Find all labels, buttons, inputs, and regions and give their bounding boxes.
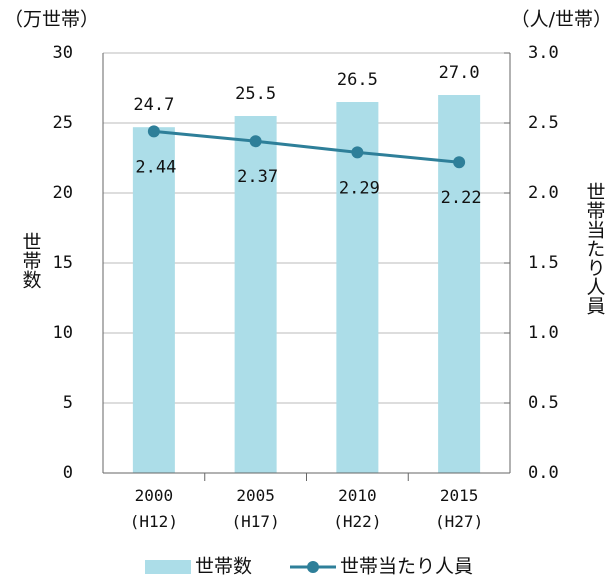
x-tick-label: 2010 (H22) <box>333 486 382 531</box>
y-tick-label: 0 <box>63 463 73 483</box>
y-tick-label: 20 <box>53 183 73 203</box>
bar-value-label: 26.5 <box>337 70 378 90</box>
line-point <box>147 125 160 138</box>
y-axis-unit: （万世帯） <box>4 9 99 31</box>
y2-axis-unit: （人/世帯） <box>511 9 612 31</box>
line-value-label: 2.44 <box>135 157 176 177</box>
y2-axis-label: 世帯当たり人員 <box>584 182 606 315</box>
line-value-label: 2.22 <box>441 188 482 208</box>
legend-marker <box>307 561 319 573</box>
line-point <box>351 146 364 159</box>
y-tick-label: 25 <box>53 113 73 133</box>
y2-tick-label: 1.5 <box>528 253 559 273</box>
line-point <box>453 156 466 169</box>
y-tick-label: 10 <box>53 323 73 343</box>
y2-tick-label: 3.0 <box>528 43 559 63</box>
bar-value-label: 27.0 <box>439 63 480 83</box>
bar-value-label: 24.7 <box>133 95 174 115</box>
x-tick-label: 2005 (H17) <box>231 486 280 531</box>
y-tick-label: 15 <box>53 253 73 273</box>
legend-label: 世帯数 <box>195 556 252 578</box>
y-axis-label: 世帯数 <box>20 232 42 289</box>
x-tick-label: 2000 (H12) <box>129 486 178 531</box>
line-point <box>249 135 262 148</box>
y2-tick-label: 1.0 <box>528 323 559 343</box>
y2-tick-label: 2.5 <box>528 113 559 133</box>
y2-tick-label: 0.0 <box>528 463 559 483</box>
line-value-label: 2.29 <box>339 178 380 198</box>
line-value-label: 2.37 <box>237 167 278 187</box>
bar <box>132 127 175 473</box>
bar <box>438 95 481 473</box>
y2-tick-label: 0.5 <box>528 393 559 413</box>
y-tick-label: 30 <box>53 43 73 63</box>
bar <box>336 102 379 473</box>
x-tick-label: 2015 (H27) <box>435 486 484 531</box>
y2-tick-label: 2.0 <box>528 183 559 203</box>
bar-value-label: 25.5 <box>235 84 276 104</box>
legend-swatch <box>145 560 191 574</box>
legend-label: 世帯当たり人員 <box>340 556 473 578</box>
bar <box>234 116 277 473</box>
y-tick-label: 5 <box>63 393 73 413</box>
line <box>153 129 460 164</box>
